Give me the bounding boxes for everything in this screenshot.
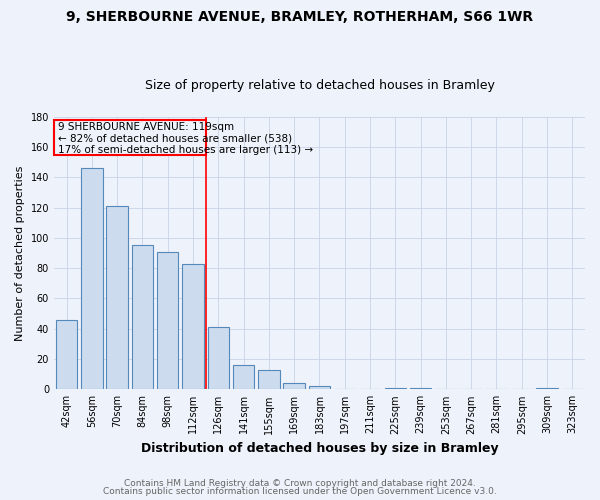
Bar (309, 386, 330, 390)
Bar (258, 370, 280, 390)
Text: Contains HM Land Registry data © Crown copyright and database right 2024.: Contains HM Land Registry data © Crown c… (124, 478, 476, 488)
Bar (536, 388, 558, 390)
Bar (106, 206, 128, 390)
Text: 9 SHERBOURNE AVENUE: 119sqm: 9 SHERBOURNE AVENUE: 119sqm (58, 122, 234, 132)
Text: 17% of semi-detached houses are larger (113) →: 17% of semi-detached houses are larger (… (58, 145, 313, 155)
Bar (182, 264, 204, 390)
Bar (385, 388, 406, 390)
Bar (54, 120, 206, 154)
Text: 9, SHERBOURNE AVENUE, BRAMLEY, ROTHERHAM, S66 1WR: 9, SHERBOURNE AVENUE, BRAMLEY, ROTHERHAM… (67, 10, 533, 24)
Bar (131, 246, 153, 390)
Text: Contains public sector information licensed under the Open Government Licence v3: Contains public sector information licen… (103, 487, 497, 496)
Bar (208, 327, 229, 390)
Bar (81, 168, 103, 390)
Title: Size of property relative to detached houses in Bramley: Size of property relative to detached ho… (145, 79, 494, 92)
Bar (233, 365, 254, 390)
Bar (283, 383, 305, 390)
Bar (157, 252, 178, 390)
Text: ← 82% of detached houses are smaller (538): ← 82% of detached houses are smaller (53… (58, 134, 292, 143)
Y-axis label: Number of detached properties: Number of detached properties (15, 166, 25, 340)
X-axis label: Distribution of detached houses by size in Bramley: Distribution of detached houses by size … (140, 442, 498, 455)
Bar (410, 388, 431, 390)
Bar (56, 320, 77, 390)
